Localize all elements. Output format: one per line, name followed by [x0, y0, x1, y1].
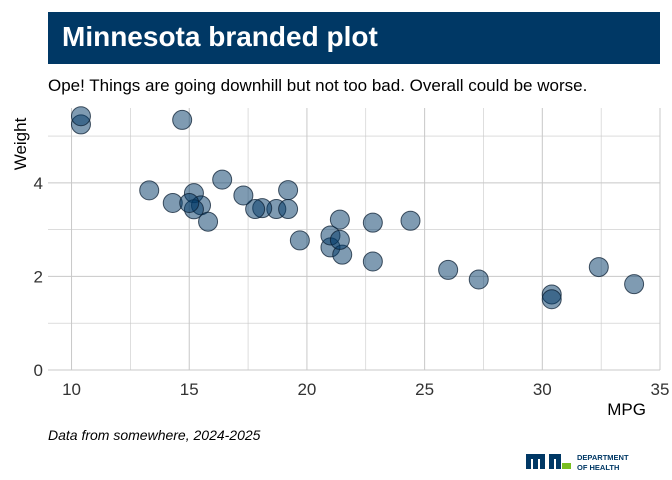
data-point — [400, 210, 421, 231]
data-point — [362, 251, 383, 272]
x-tick-label: 20 — [297, 380, 316, 399]
y-tick-label: 0 — [34, 361, 43, 380]
data-point — [468, 269, 489, 290]
y-tick-labels: 0 2 4 — [34, 174, 43, 380]
chart-title: Minnesota branded plot — [62, 21, 378, 52]
title-bar: Minnesota branded plot — [48, 12, 660, 64]
data-point — [172, 109, 193, 130]
data-point — [278, 180, 299, 201]
logo-line-1: DEPARTMENT — [577, 453, 629, 462]
data-point — [278, 199, 299, 220]
logo-line-2: OF HEALTH — [577, 463, 619, 472]
data-points — [70, 106, 645, 310]
data-point — [329, 229, 350, 250]
x-tick-label: 30 — [533, 380, 552, 399]
scatter-plot: 10 15 20 25 30 35 0 2 4 MPG Weight — [11, 106, 669, 419]
grid-lines — [48, 108, 661, 371]
data-point — [233, 185, 254, 206]
data-point — [588, 257, 609, 278]
y-tick-label: 2 — [34, 267, 43, 286]
chart-subtitle: Ope! Things are going downhill but not t… — [48, 76, 588, 95]
x-tick-label: 10 — [62, 380, 81, 399]
mn-department-of-health-logo: DEPARTMENT OF HEALTH — [526, 453, 629, 472]
data-point — [329, 209, 350, 230]
data-point — [362, 212, 383, 233]
x-tick-label: 35 — [651, 380, 670, 399]
y-tick-label: 4 — [34, 174, 43, 193]
data-point — [198, 211, 219, 232]
mn-state-logo-icon — [526, 454, 571, 469]
data-point — [139, 180, 160, 201]
data-point — [212, 169, 233, 190]
data-point — [624, 274, 645, 295]
data-point — [70, 106, 91, 127]
x-tick-labels: 10 15 20 25 30 35 — [62, 380, 669, 399]
data-point — [438, 259, 459, 280]
data-point — [289, 230, 310, 251]
data-point — [245, 199, 266, 220]
chart-caption: Data from somewhere, 2024-2025 — [48, 427, 261, 443]
data-point — [541, 289, 562, 310]
x-axis-label: MPG — [607, 400, 646, 419]
x-tick-label: 15 — [180, 380, 199, 399]
data-point — [179, 192, 200, 213]
x-tick-label: 25 — [415, 380, 434, 399]
y-axis-label: Weight — [11, 117, 30, 170]
